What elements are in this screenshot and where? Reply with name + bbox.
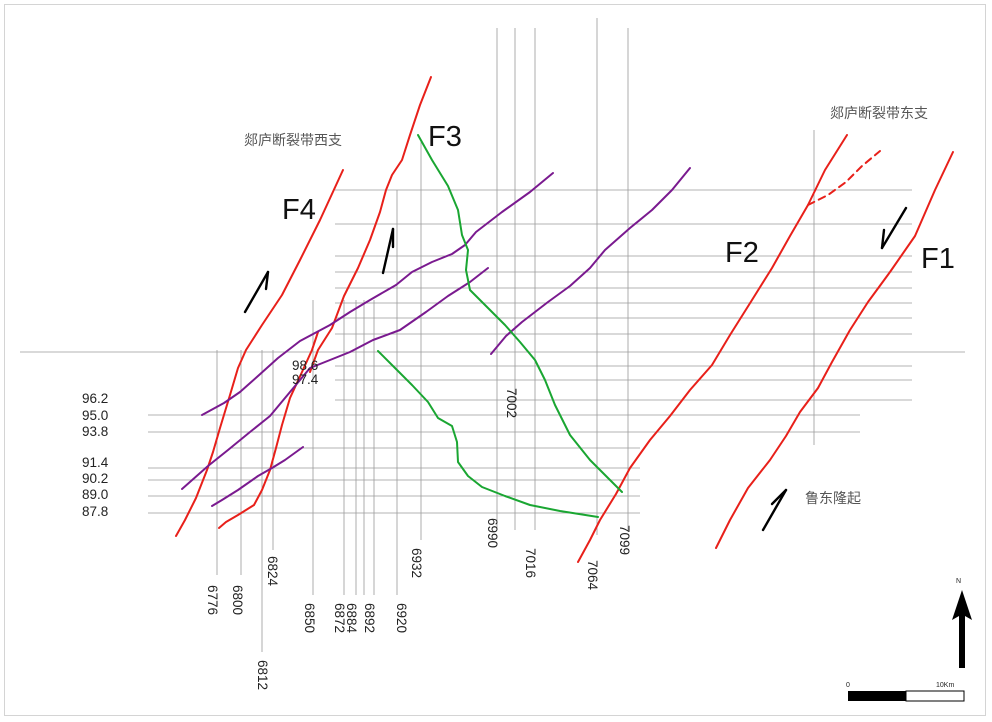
column-labels: 6776 6800 6812 6824 6850 6872 6884 6892 … <box>205 388 632 690</box>
col-label: 6892 <box>362 603 377 633</box>
purple-line-3 <box>211 446 304 507</box>
row-label: 95.0 <box>82 408 108 423</box>
row-label: 96.2 <box>82 391 108 406</box>
scale-bar-black <box>848 691 906 701</box>
fault-f1-line <box>715 151 954 549</box>
label-f2: F2 <box>725 237 759 269</box>
row-label: 90.2 <box>82 471 108 486</box>
green-line-2 <box>377 350 599 518</box>
north-arrow-icon <box>952 590 972 668</box>
overlap-label: 98.6 <box>292 358 318 373</box>
row-label: 93.8 <box>82 424 108 439</box>
row-label: 91.4 <box>82 455 109 470</box>
col-label: 6990 <box>485 518 500 548</box>
scale-bar: 0 10Km <box>846 682 965 702</box>
col-label: 6776 <box>205 585 220 615</box>
label-ludong-uplift: 鲁东隆起 <box>805 491 861 507</box>
col-label: 6824 <box>265 556 280 587</box>
row-label: 87.8 <box>82 504 108 519</box>
purple-line-2 <box>181 267 489 490</box>
red-faults <box>175 76 954 563</box>
col-label: 6812 <box>255 660 270 690</box>
map-frame <box>4 4 986 716</box>
fault-f4-line <box>175 169 344 537</box>
purple-line-4 <box>490 167 691 355</box>
label-west-branch: 郯庐断裂带西支 <box>244 133 342 149</box>
label-f1: F1 <box>921 243 955 275</box>
survey-grid <box>20 18 965 652</box>
overlap-label: 97.4 <box>292 372 319 387</box>
shear-arrow-ludong <box>761 488 788 532</box>
col-label: 7099 <box>617 525 632 555</box>
shear-arrow-f1 <box>880 206 908 250</box>
purple-lines <box>181 167 691 507</box>
col-label: 7002 <box>504 388 519 418</box>
green-lines <box>377 134 623 518</box>
row-label: 89.0 <box>82 487 108 502</box>
label-f4: F4 <box>282 194 316 226</box>
col-label: 6872 <box>332 603 347 633</box>
north-label: N <box>956 578 961 585</box>
north-arrow: N <box>952 578 972 668</box>
label-f3: F3 <box>428 121 462 153</box>
fault-f2-line <box>577 134 848 563</box>
row-labels: 96.2 95.0 93.8 91.4 90.2 89.0 87.8 <box>82 391 109 519</box>
scale-bar-white <box>905 690 965 702</box>
fault-f2-dashed-line <box>807 150 881 206</box>
fault-f4-branch-line <box>218 331 319 529</box>
shear-arrow-f3 <box>381 227 395 275</box>
col-label: 6920 <box>394 603 409 633</box>
scale-end-label: 10Km <box>936 682 954 689</box>
col-label: 6884 <box>344 603 359 634</box>
col-label: 6800 <box>230 585 245 615</box>
scale-start-label: 0 <box>846 682 850 689</box>
label-east-branch: 郯庐断裂带东支 <box>830 106 928 122</box>
purple-line-1 <box>201 172 554 416</box>
col-label: 6850 <box>302 603 317 633</box>
col-label: 7064 <box>585 560 600 591</box>
col-label: 7016 <box>523 548 538 578</box>
col-label: 6932 <box>409 548 424 578</box>
fault-f3-line <box>309 76 432 373</box>
shear-arrow-f4 <box>243 270 270 314</box>
green-line-1 <box>417 134 623 493</box>
